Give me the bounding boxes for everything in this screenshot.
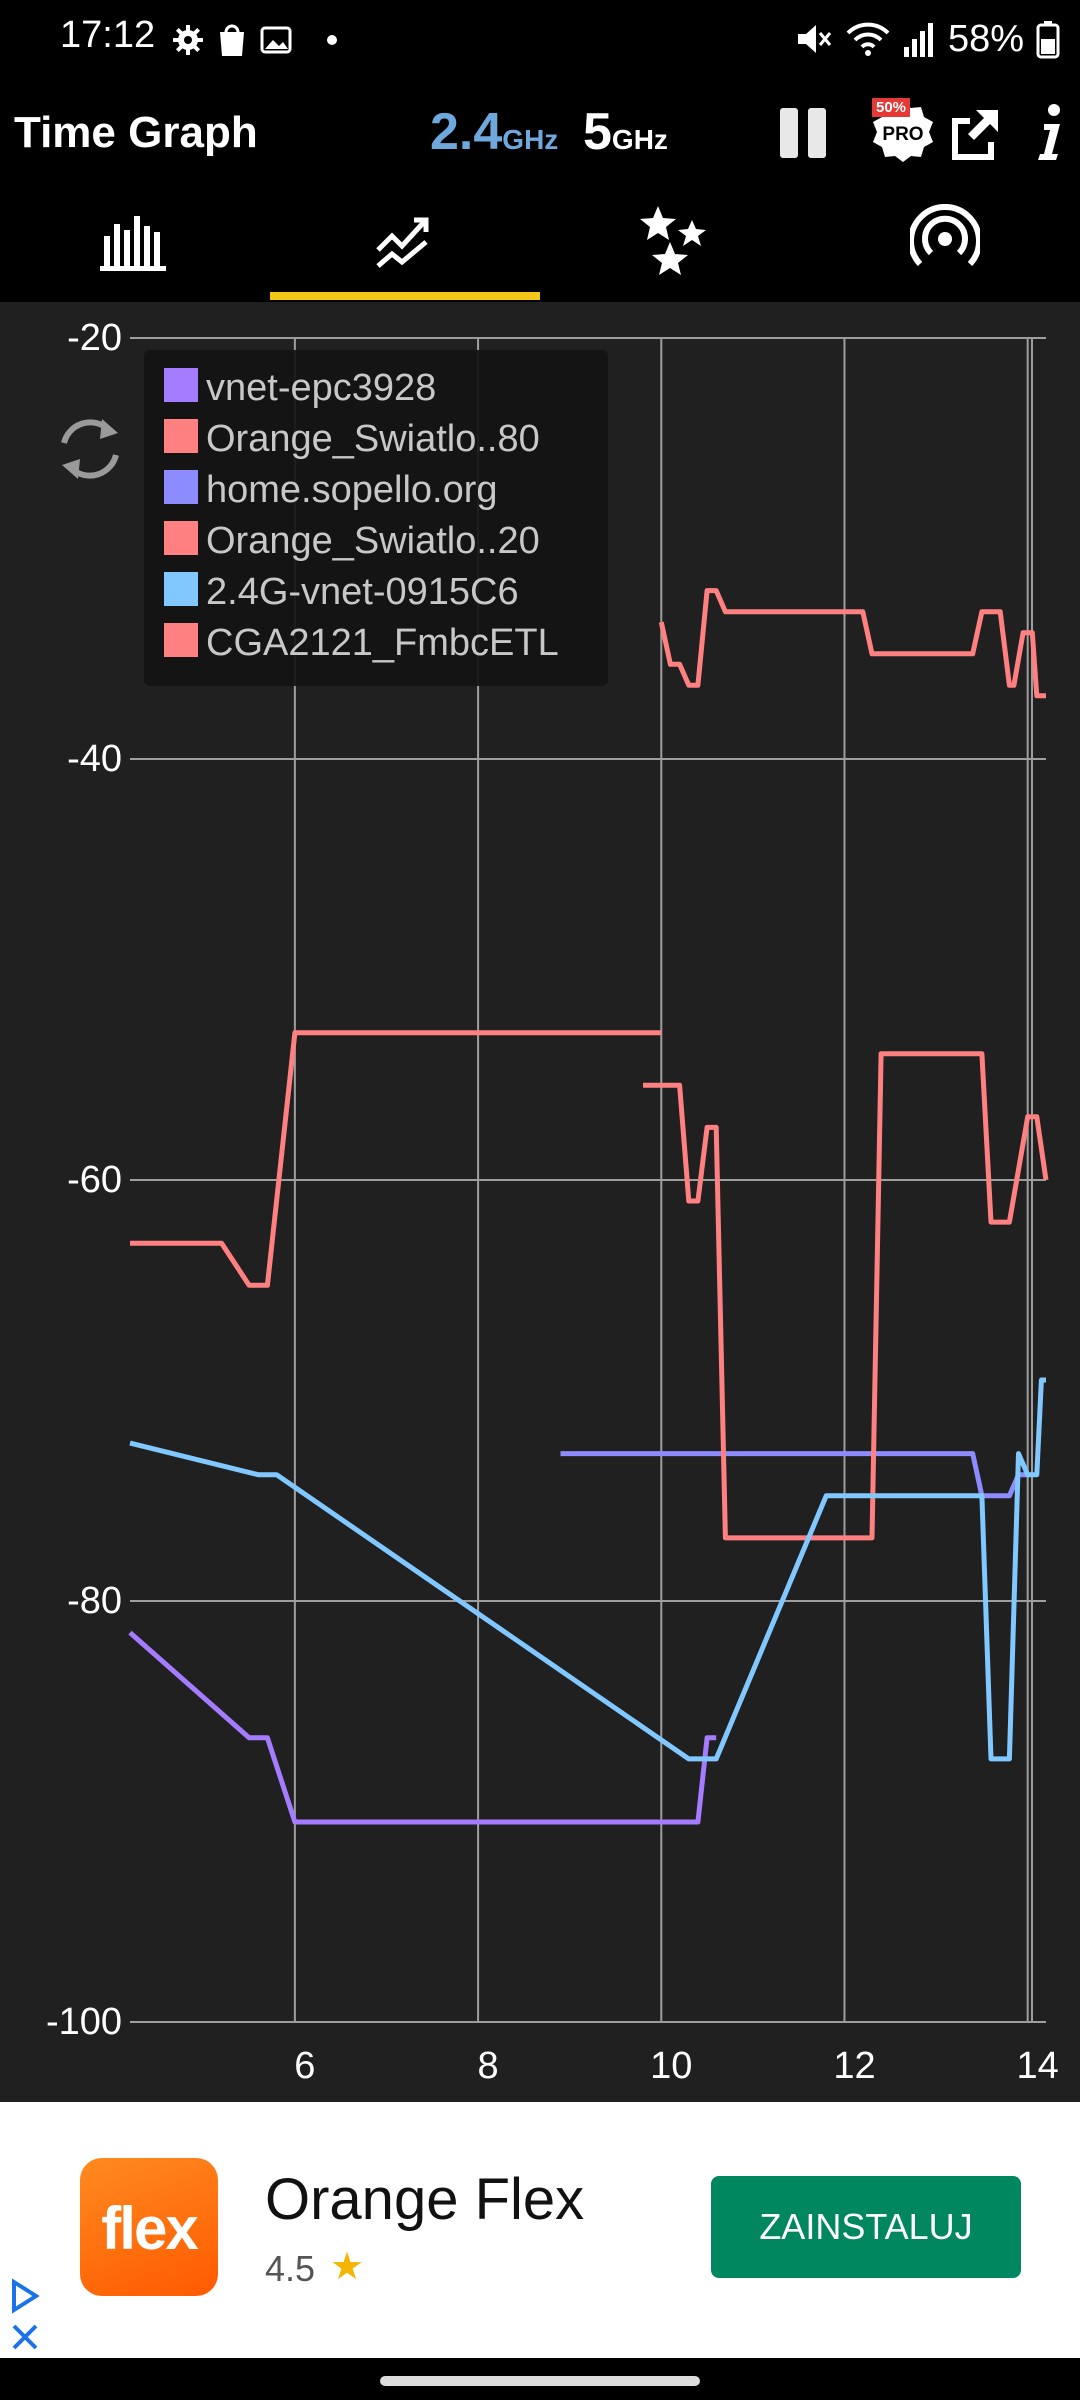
pro-button[interactable]: PRO 50%: [868, 96, 938, 176]
series-line-2.4G-vnet-0915C6: [129, 1377, 1046, 1762]
legend-swatch: [164, 623, 198, 657]
shopping-bag-icon: [220, 24, 244, 56]
battery-percent: 58%: [947, 17, 1024, 60]
ad-logo-text: flex: [101, 2195, 198, 2262]
band-24ghz-toggle[interactable]: 2.4GHz: [430, 102, 558, 162]
y-tick-label: -60: [67, 1159, 122, 1201]
legend-label: home.sopello.org: [206, 469, 498, 511]
tick-layer: -20 -40 -60 -80 -100 6 8 10 12 14: [46, 317, 1059, 2087]
y-tick-label: -100: [46, 2001, 122, 2043]
tab-time-graph[interactable]: [270, 196, 540, 300]
status-time: 17:12: [60, 14, 156, 56]
pro-label: PRO: [882, 124, 924, 145]
grid-layer: [130, 337, 1046, 2023]
time-graph-icon: [376, 217, 429, 268]
x-tick-label: 8: [478, 2045, 499, 2087]
series-layer: [128, 588, 1049, 1825]
legend-swatch: [164, 368, 198, 402]
x-tick-label: 6: [294, 2045, 315, 2087]
status-icons-right: 58%: [794, 14, 1060, 64]
band-24ghz-value: 2.4: [430, 103, 503, 161]
legend-swatch: [164, 419, 198, 453]
gear-icon: [173, 25, 203, 55]
y-tick-label: -40: [67, 738, 122, 780]
band-5ghz-value: 5: [583, 103, 612, 161]
share-icon[interactable]: [946, 102, 1006, 162]
dot-icon: [327, 35, 337, 45]
status-bar: 17:12: [0, 0, 1080, 80]
ad-rating: 4.5: [265, 2248, 316, 2289]
mute-icon: [797, 25, 832, 53]
series-line-vnet-epc3928: [128, 1630, 717, 1825]
app-bar: Time Graph 2.4GHz 5GHz PRO 50%: [0, 96, 1080, 206]
close-icon: [12, 2324, 38, 2350]
x-tick-label: 14: [1017, 2045, 1059, 2087]
legend-swatch: [164, 470, 198, 504]
legend-label: 2.4G-vnet-0915C6: [206, 571, 519, 613]
x-tick-label: 10: [650, 2045, 692, 2087]
legend-swatch: [164, 572, 198, 606]
refresh-icon[interactable]: [61, 419, 119, 479]
adchoices-icon: [12, 2278, 40, 2314]
install-button[interactable]: ZAINSTALUJ: [711, 2176, 1021, 2278]
status-icons-left: [173, 24, 337, 56]
legend-label: CGA2121_FmbcETL: [206, 622, 559, 664]
band-24ghz-unit: GHz: [502, 124, 559, 155]
ad-choices[interactable]: [8, 2278, 42, 2356]
y-tick-label: -20: [67, 317, 122, 359]
active-tab-indicator: [270, 292, 540, 300]
pause-icon[interactable]: [776, 104, 832, 164]
legend-layer: vnet-epc3928 Orange_Swiatlo..80 home.sopel…: [144, 350, 608, 686]
band-5ghz-unit: GHz: [611, 124, 668, 155]
series-line-home.sopello.org: [560, 1451, 1028, 1499]
page-title: Time Graph: [14, 108, 258, 157]
tab-channel-rating[interactable]: [540, 196, 810, 300]
ad-app-name[interactable]: Orange Flex: [265, 2167, 585, 2232]
tab-bar: [0, 196, 1080, 300]
series-line-CGA2121_FmbcETL: [130, 1030, 662, 1288]
y-tick-label: -80: [67, 1580, 122, 1622]
battery-icon: [1036, 21, 1060, 59]
ap-list-icon: [910, 204, 980, 267]
pro-discount-badge: 50%: [872, 98, 911, 117]
legend-label: Orange_Swiatlo..20: [206, 520, 540, 562]
tab-channel-graph[interactable]: [0, 196, 270, 300]
legend-swatch: [164, 521, 198, 555]
series-line-Orange_Swiatlo..80: [658, 588, 1046, 699]
series-line-Orange_Swiatlo..20: [643, 1051, 1049, 1541]
legend-label: vnet-epc3928: [206, 367, 436, 409]
info-icon[interactable]: [1028, 100, 1068, 164]
channel-rating-icon: [640, 206, 706, 275]
legend-label: Orange_Swiatlo..80: [206, 418, 540, 460]
ad-app-logo[interactable]: flex: [80, 2158, 218, 2296]
system-nav-bar: [0, 2358, 1080, 2400]
ad-banner[interactable]: flex Orange Flex 4.5 ★ ZAINSTALUJ: [0, 2102, 1080, 2358]
channel-graph-icon: [100, 216, 166, 271]
legend-box: [144, 350, 608, 686]
chart-svg: -20 -40 -60 -80 -100 6 8 10 12 14 vnet-epc3928 Ora…: [46, 317, 1059, 2087]
band-5ghz-toggle[interactable]: 5GHz: [583, 102, 668, 162]
x-tick-label: 12: [833, 2045, 875, 2087]
time-graph-chart: -20 -40 -60 -80 -100 6 8 10 12 14 vnet-epc3928 Ora…: [0, 302, 1080, 2102]
image-icon: [260, 26, 292, 54]
wifi-icon: [846, 22, 890, 56]
home-gesture-handle[interactable]: [380, 2376, 700, 2386]
star-icon: ★: [330, 2246, 365, 2288]
signal-icon: [903, 23, 933, 57]
pro-icon: [873, 102, 933, 162]
tab-access-points[interactable]: [810, 196, 1080, 300]
